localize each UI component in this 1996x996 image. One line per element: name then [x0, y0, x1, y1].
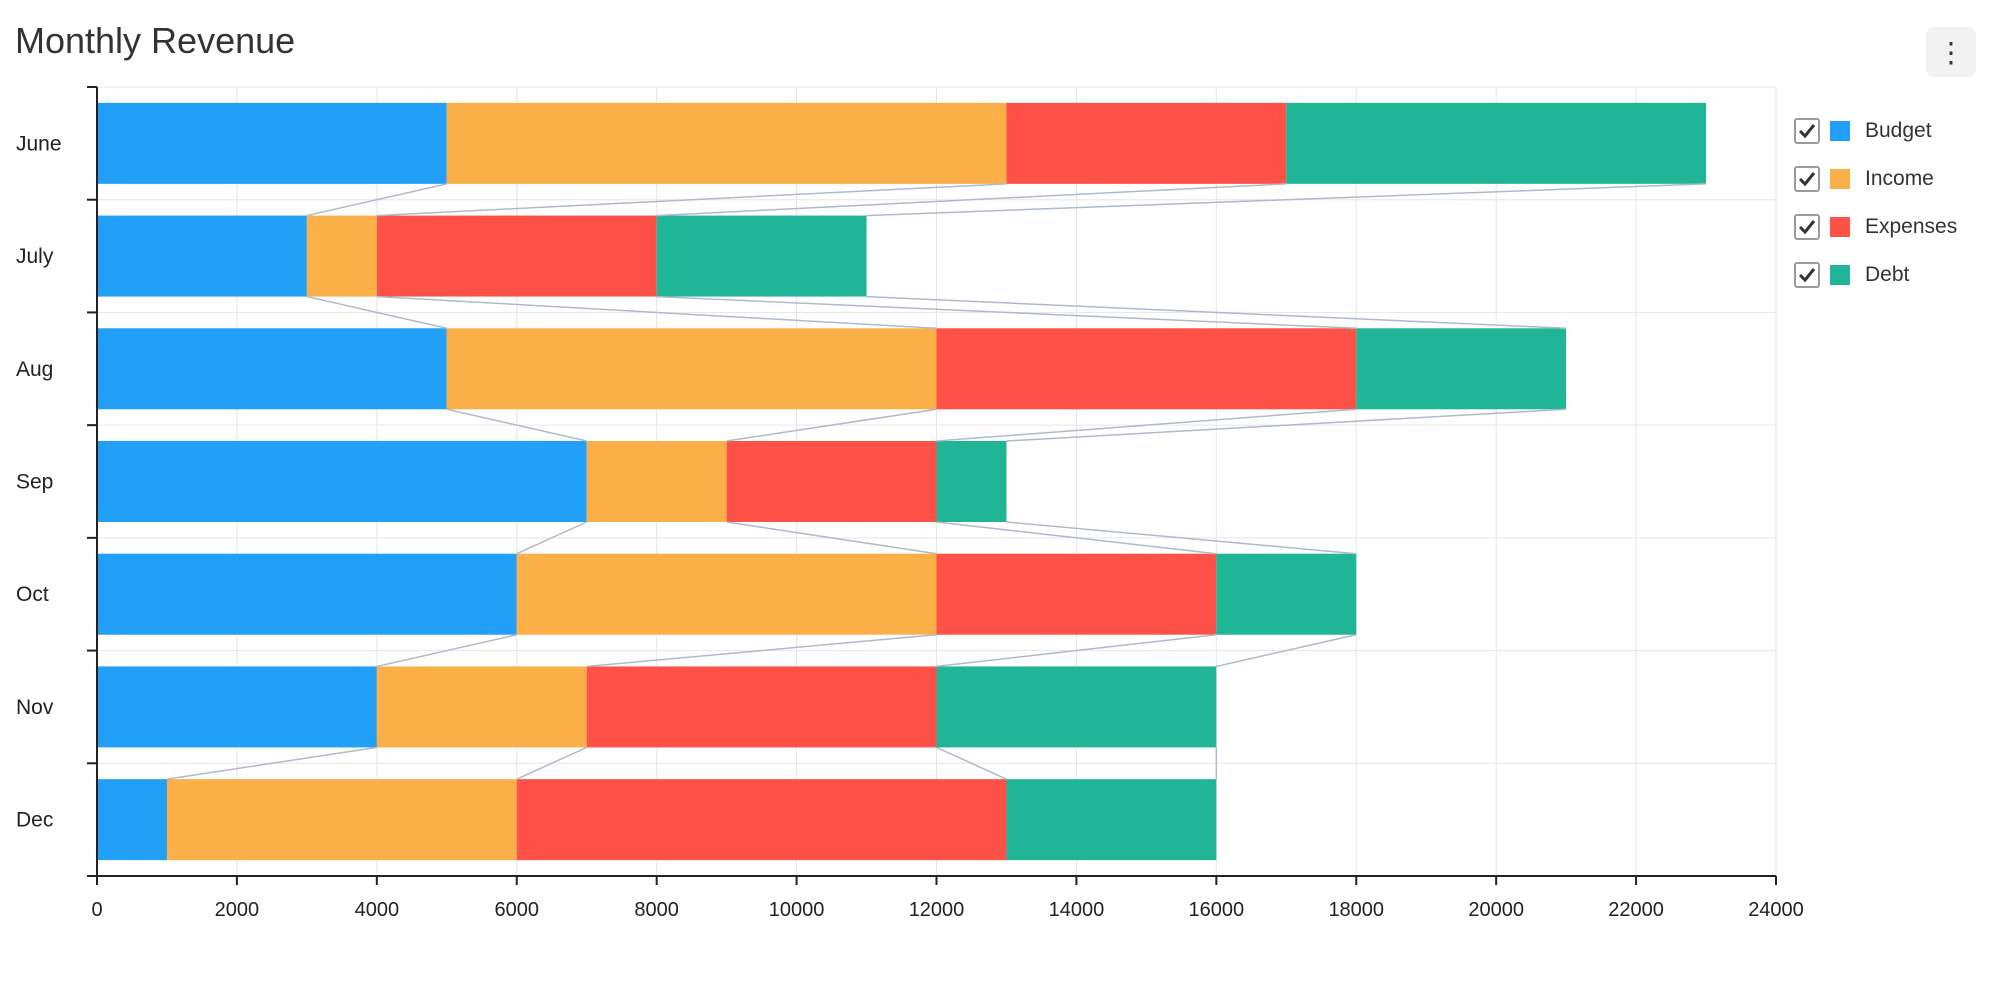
bar-budget-dec — [97, 779, 167, 861]
connector-line — [516, 521, 588, 555]
bar-expenses-june — [1006, 102, 1287, 184]
checkmark-icon — [1798, 172, 1816, 187]
bar-debt-june — [1286, 102, 1707, 184]
x-tick-label: 18000 — [1328, 899, 1384, 921]
bar-budget-oct — [97, 553, 517, 635]
bar-debt-sep — [936, 441, 1007, 522]
bar-income-aug — [446, 328, 937, 410]
bar-income-june — [446, 102, 1007, 184]
connector-line — [1216, 633, 1357, 668]
chart-menu-button[interactable]: ⋮ — [1926, 27, 1976, 77]
x-tick-label: 16000 — [1189, 899, 1245, 921]
bar-budget-july — [97, 215, 307, 297]
bar-debt-nov — [936, 666, 1217, 748]
connector-line — [586, 633, 937, 668]
bar-income-oct — [516, 553, 937, 635]
bar-debt-aug — [1356, 328, 1567, 410]
bar-budget-sep — [97, 441, 587, 522]
bar-budget-june — [97, 102, 447, 184]
x-tick-label: 20000 — [1468, 899, 1524, 921]
bar-expenses-aug — [936, 328, 1357, 410]
x-tick-label: 0 — [91, 899, 102, 921]
connector-line — [376, 295, 937, 330]
chart-title: Monthly Revenue — [15, 20, 296, 61]
bar-debt-oct — [1216, 553, 1357, 635]
legend-swatch — [1830, 169, 1850, 189]
connector-line — [936, 633, 1217, 668]
connector-line — [1006, 521, 1357, 555]
bar-income-sep — [586, 441, 727, 522]
connector-line — [726, 408, 937, 442]
connector-line — [726, 521, 937, 555]
bar-debt-july — [656, 215, 867, 297]
x-tick-label: 12000 — [909, 899, 965, 921]
legend-label: Expenses — [1865, 215, 1958, 238]
y-tick-label: Aug — [16, 358, 53, 381]
connector-line — [166, 746, 377, 780]
y-tick-label: June — [16, 132, 62, 155]
y-tick-label: Nov — [16, 696, 54, 719]
legend-checkbox[interactable] — [1794, 214, 1820, 240]
connector-line — [866, 183, 1707, 217]
checkmark-icon — [1798, 268, 1816, 283]
bar-income-nov — [376, 666, 587, 748]
legend-item-income[interactable]: Income — [1794, 155, 1957, 203]
connector-line — [656, 295, 1357, 330]
x-tick-label: 14000 — [1049, 899, 1105, 921]
x-tick-label: 2000 — [215, 899, 260, 921]
bar-income-july — [306, 215, 377, 297]
bar-expenses-dec — [516, 779, 1007, 861]
legend-label: Income — [1865, 167, 1934, 190]
connector-line — [656, 183, 1287, 217]
bar-income-dec — [166, 779, 517, 861]
connector-line — [866, 295, 1567, 330]
y-tick-label: Oct — [16, 583, 49, 606]
y-tick-label: Sep — [16, 471, 53, 494]
x-tick-label: 10000 — [769, 899, 825, 921]
bar-budget-nov — [97, 666, 377, 748]
checkmark-icon — [1798, 124, 1816, 139]
legend-checkbox[interactable] — [1794, 262, 1820, 288]
connector-line — [936, 521, 1217, 555]
more-vertical-icon: ⋮ — [1937, 35, 1965, 69]
x-tick-label: 8000 — [634, 899, 679, 921]
x-tick-label: 6000 — [495, 899, 540, 921]
x-tick-label: 22000 — [1608, 899, 1664, 921]
x-tick-label: 4000 — [355, 899, 400, 921]
y-tick-label: Dec — [16, 809, 53, 832]
bar-budget-aug — [97, 328, 447, 410]
legend-label: Budget — [1865, 119, 1932, 142]
checkmark-icon — [1798, 220, 1816, 235]
chart-legend: Budget Income Expenses Debt — [1794, 107, 1957, 299]
bar-expenses-sep — [726, 441, 937, 522]
legend-checkbox[interactable] — [1794, 118, 1820, 144]
bar-expenses-july — [376, 215, 657, 297]
connector-line — [376, 633, 517, 668]
x-tick-label: 24000 — [1748, 899, 1804, 921]
legend-swatch — [1830, 121, 1850, 141]
legend-item-expenses[interactable]: Expenses — [1794, 203, 1957, 251]
legend-label: Debt — [1865, 263, 1910, 286]
connector-line — [306, 183, 447, 217]
legend-checkbox[interactable] — [1794, 166, 1820, 192]
legend-item-debt[interactable]: Debt — [1794, 251, 1957, 299]
bar-expenses-oct — [936, 553, 1217, 635]
connector-line — [936, 408, 1357, 442]
bar-debt-dec — [1006, 779, 1217, 861]
connector-line — [376, 183, 1007, 217]
connector-line — [936, 746, 1007, 780]
legend-item-budget[interactable]: Budget — [1794, 107, 1957, 155]
legend-swatch — [1830, 217, 1850, 237]
legend-swatch — [1830, 265, 1850, 285]
connector-line — [1006, 408, 1567, 442]
bar-expenses-nov — [586, 666, 937, 748]
connector-line — [516, 746, 588, 780]
connector-line — [306, 295, 447, 330]
y-tick-label: July — [16, 245, 54, 268]
connector-line — [446, 408, 587, 442]
